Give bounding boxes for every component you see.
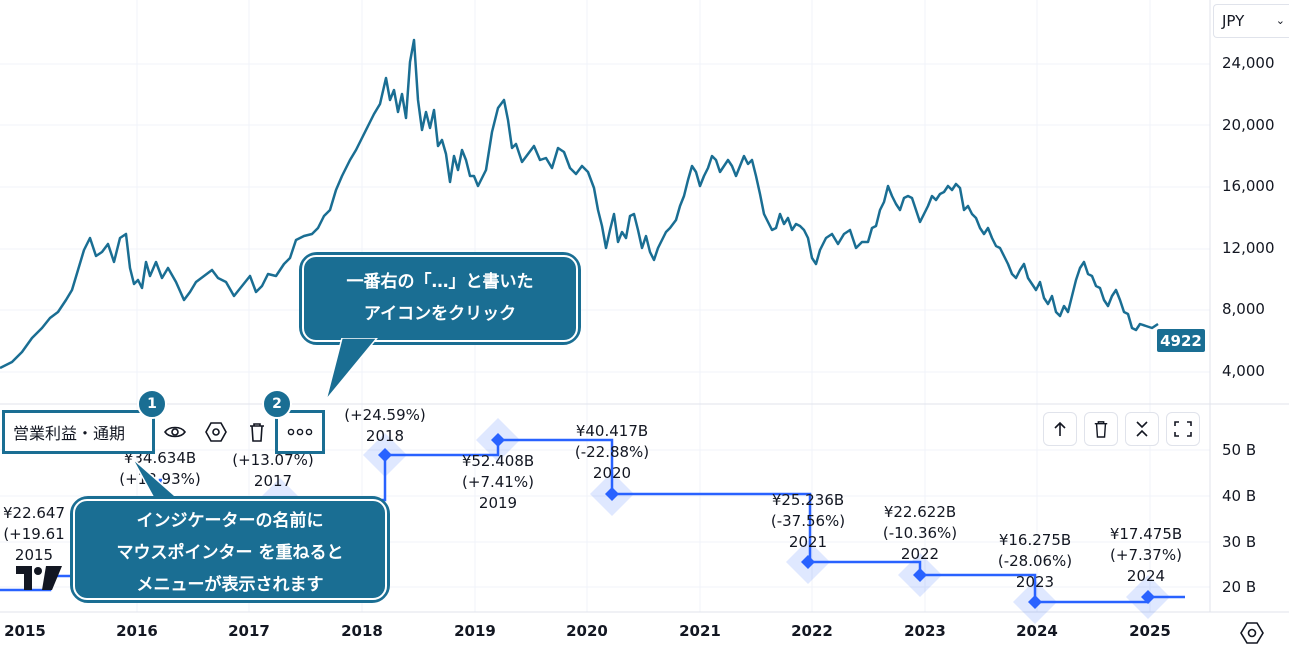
step-badge-2: 2 bbox=[262, 389, 292, 419]
price-series-line bbox=[0, 38, 1159, 370]
currency-selector[interactable]: JPY ⌄ bbox=[1213, 4, 1289, 38]
data-label-2024: ¥17.475B (+7.37%) 2024 bbox=[1110, 524, 1182, 587]
data-label-year: 2018 bbox=[365, 427, 405, 445]
data-label-year: 2019 bbox=[478, 494, 518, 512]
indicator-axis-tick: 40 B bbox=[1222, 487, 1257, 505]
time-axis-tick: 2025 bbox=[1129, 622, 1171, 640]
indicator-axis-tick: 20 B bbox=[1222, 578, 1257, 596]
time-axis-tick: 2020 bbox=[566, 622, 608, 640]
data-label-2015: ¥22.647 (+19.61 2015 bbox=[3, 503, 65, 566]
data-label-2021: ¥25.236B (-37.56%) 2021 bbox=[771, 490, 845, 553]
last-price-badge: 4922 bbox=[1157, 329, 1205, 352]
data-label-change: (+7.41%) bbox=[462, 473, 534, 491]
arrow-up-icon[interactable] bbox=[1043, 412, 1077, 446]
price-axis-tick: 20,000 bbox=[1222, 116, 1275, 134]
data-label-change: (-28.06%) bbox=[997, 552, 1073, 570]
callout-text-line: アイコンをクリック bbox=[363, 304, 517, 324]
price-axis-tick: 24,000 bbox=[1222, 54, 1275, 72]
data-label-change: (-22.88%) bbox=[574, 443, 650, 461]
data-label-change: (-37.56%) bbox=[770, 512, 846, 530]
data-label-value: ¥25.236B bbox=[771, 491, 845, 509]
data-label-change: (+7.37%) bbox=[1110, 546, 1182, 564]
indicator-axis-tick: 30 B bbox=[1222, 533, 1257, 551]
indicator-axis-tick: 50 B bbox=[1222, 441, 1257, 459]
data-label-year: 2017 bbox=[253, 472, 293, 490]
data-label-value: ¥52.408B bbox=[461, 452, 535, 470]
chevron-down-icon: ⌄ bbox=[1275, 14, 1285, 27]
chart-settings-icon[interactable] bbox=[1240, 622, 1264, 644]
data-label-value: ¥22.622B bbox=[883, 503, 957, 521]
callout-hover-name: インジケーターの名前に マウスポインター を重ねると メニューが表示されます bbox=[70, 496, 390, 603]
data-label-year: 2024 bbox=[1126, 567, 1166, 585]
data-label-change: (+13.93%) bbox=[119, 470, 201, 488]
collapse-icon[interactable] bbox=[1125, 412, 1159, 446]
callout-click-more: 一番右の「…」と書いた アイコンをクリック bbox=[299, 252, 581, 345]
callout-border bbox=[73, 499, 387, 600]
pane-trash-icon[interactable] bbox=[1084, 412, 1118, 446]
time-axis-tick: 2019 bbox=[454, 622, 496, 640]
data-label-2022: ¥22.622B (-10.36%) 2022 bbox=[883, 502, 957, 565]
data-label-change: (+13.07%) bbox=[232, 451, 314, 469]
callout-border bbox=[302, 255, 578, 342]
data-label-change: (+19.61 bbox=[3, 525, 65, 543]
price-axis-tick: 16,000 bbox=[1222, 177, 1275, 195]
time-axis-tick: 2016 bbox=[116, 622, 158, 640]
data-label-year: 2015 bbox=[14, 546, 54, 564]
indicator-name[interactable]: 営業利益・通期 bbox=[13, 424, 126, 443]
maximize-icon[interactable] bbox=[1166, 412, 1200, 446]
price-axis-tick: 4,000 bbox=[1222, 362, 1265, 380]
callout-text-line: インジケーターの名前に bbox=[136, 511, 324, 531]
time-axis-tick: 2017 bbox=[228, 622, 270, 640]
data-label-2018: (+24.59%) 2018 bbox=[344, 405, 425, 447]
data-label-change: (+24.59%) bbox=[344, 406, 426, 424]
data-label-2020: ¥40.417B (-22.88%) 2020 bbox=[575, 421, 649, 484]
data-label-value: ¥40.417B bbox=[575, 422, 649, 440]
price-axis-tick: 8,000 bbox=[1222, 300, 1265, 318]
data-label-value: ¥16.275B bbox=[998, 531, 1072, 549]
time-axis-tick: 2024 bbox=[1016, 622, 1058, 640]
step-badge-1: 1 bbox=[137, 389, 167, 419]
trash-icon[interactable] bbox=[239, 414, 275, 450]
data-label-2017: (+13.07%) 2017 bbox=[232, 450, 313, 492]
currency-label: JPY bbox=[1222, 12, 1245, 30]
data-label-value: ¥17.475B bbox=[1109, 525, 1183, 543]
time-axis-tick: 2022 bbox=[791, 622, 833, 640]
data-label-2023: ¥16.275B (-28.06%) 2023 bbox=[998, 530, 1072, 593]
time-axis-tick: 2015 bbox=[4, 622, 46, 640]
settings-hex-icon[interactable] bbox=[198, 414, 234, 450]
callout-text-line: 一番右の「…」と書いた bbox=[346, 272, 534, 292]
time-axis-tick: 2021 bbox=[679, 622, 721, 640]
time-axis-tick: 2023 bbox=[904, 622, 946, 640]
data-label-year: 2021 bbox=[788, 533, 828, 551]
price-axis-tick: 12,000 bbox=[1222, 239, 1275, 257]
callout-text-line: メニューが表示されます bbox=[136, 575, 324, 595]
eye-icon[interactable] bbox=[157, 414, 193, 450]
data-label-year: 2020 bbox=[592, 464, 632, 482]
data-label-year: 2022 bbox=[900, 545, 940, 563]
data-label-change: (-10.36%) bbox=[882, 524, 958, 542]
data-label-2019: ¥52.408B (+7.41%) 2019 bbox=[462, 451, 534, 514]
callout-pointer bbox=[325, 338, 378, 401]
tradingview-logo[interactable] bbox=[16, 566, 62, 590]
data-label-value: ¥22.647 bbox=[2, 504, 66, 522]
callout-text-line: マウスポインター を重ねると bbox=[116, 543, 344, 563]
data-label-year: 2023 bbox=[1015, 573, 1055, 591]
indicator-legend-title[interactable]: 営業利益・通期 bbox=[2, 410, 155, 454]
time-axis-tick: 2018 bbox=[341, 622, 383, 640]
